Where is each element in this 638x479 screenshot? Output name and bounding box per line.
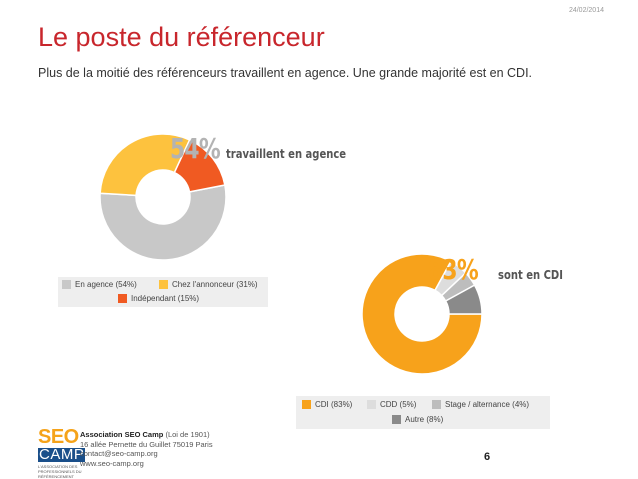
footer-contact: Association SEO Camp (Loi de 1901) 16 al… (80, 430, 213, 468)
chart1-legend-item: En agence (54%) (62, 280, 137, 289)
chart1-legend: En agence (54%) Chez l'annonceur (31%) I… (58, 277, 268, 307)
chart2-legend-item: CDI (83%) (302, 400, 352, 409)
chart2-headline-label: sont en CDI (498, 267, 563, 282)
chart2-legend-item: Autre (8%) (392, 415, 443, 424)
logo-camp-text: CAMP (38, 446, 86, 463)
chart2-headline-value: 83% (428, 253, 479, 286)
legend-swatch (302, 400, 311, 409)
chart2-legend-item: Stage / alternance (4%) (432, 400, 529, 409)
legend-swatch (392, 415, 401, 424)
legend-label: Autre (8%) (405, 415, 444, 424)
logo-tagline: L'ASSOCIATION DES PROFESSIONNELS DU RÉFÉ… (38, 464, 82, 479)
donut-chart-contract-type (361, 253, 483, 375)
seo-camp-logo: SEO CAMP L'ASSOCIATION DES PROFESSIONNEL… (38, 426, 86, 479)
footer-website[interactable]: www.seo-camp.org (80, 458, 144, 468)
slide-subtitle: Plus de la moitié des référenceurs trava… (38, 66, 533, 80)
legend-swatch (118, 294, 127, 303)
legend-label: Chez l'annonceur (31%) (172, 280, 258, 289)
footer-address: 16 allée Pernette du Guillet 75019 Paris (80, 439, 213, 449)
legend-swatch (62, 280, 71, 289)
chart1-headline-value: 54% (170, 132, 221, 165)
legend-swatch (159, 280, 168, 289)
slide-date: 24/02/2014 (568, 7, 604, 14)
donut-slice-1 (99, 184, 227, 261)
donut-slice-4 (444, 284, 483, 315)
footer-org: Association SEO Camp (Loi de 1901) (80, 430, 213, 440)
legend-swatch (432, 400, 441, 409)
chart1-legend-item: Indépendant (15%) (118, 294, 199, 303)
footer-email[interactable]: contact@seo-camp.org (80, 449, 158, 458)
legend-label: Stage / alternance (4%) (445, 400, 530, 409)
footer-org-note: (Loi de 1901) (163, 430, 210, 439)
chart2-headline: 83% sont en CDI (428, 253, 579, 286)
legend-label: CDD (5%) (380, 400, 417, 409)
chart2-legend-item: CDD (5%) (367, 400, 416, 409)
footer-org-name: Association SEO Camp (80, 430, 164, 439)
donut-slice-1 (361, 253, 483, 375)
legend-label: Indépendant (15%) (131, 294, 200, 303)
legend-label: En agence (54%) (75, 280, 137, 289)
page-number: 6 (484, 451, 491, 463)
chart2-legend: CDI (83%) CDD (5%) Stage / alternance (4… (296, 396, 550, 429)
slide-title: Le poste du référenceur (38, 22, 325, 52)
chart1-headline: 54% travaillent en agence (170, 132, 376, 165)
donut-slice-3 (173, 138, 226, 193)
chart1-legend-item: Chez l'annonceur (31%) (159, 280, 258, 289)
logo-seo-text: SEO (38, 426, 79, 448)
legend-swatch (367, 400, 376, 409)
donut-slice-2 (99, 133, 191, 197)
chart1-headline-label: travaillent en agence (226, 146, 347, 161)
legend-label: CDI (83%) (315, 400, 353, 409)
donut-chart-employment-type (99, 133, 227, 261)
